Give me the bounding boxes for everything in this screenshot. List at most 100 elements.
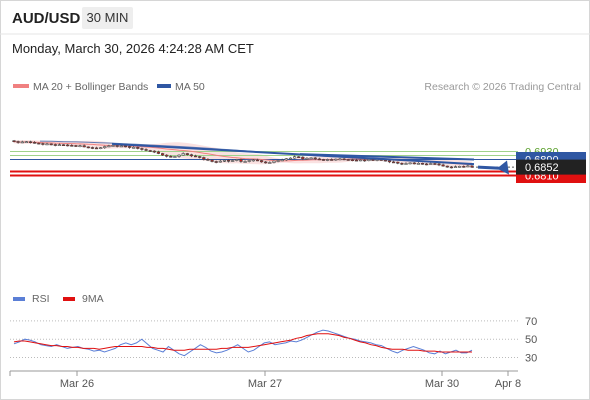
candle-down: [449, 166, 454, 169]
candle-down: [227, 160, 231, 162]
candle-up: [20, 141, 24, 144]
candle-up: [218, 160, 222, 163]
legend-9ma-swatch: [63, 297, 75, 301]
candle-up: [466, 165, 470, 168]
candles: [12, 140, 474, 169]
trendline-lower: [299, 153, 475, 161]
candle-up: [334, 158, 338, 161]
candle-down: [317, 158, 322, 161]
candle-down: [90, 147, 94, 149]
rsi-tick-50: 50: [525, 334, 537, 346]
candle-up: [309, 157, 313, 160]
candle-up: [251, 159, 255, 162]
candle-down: [28, 141, 33, 143]
candle-up: [107, 145, 111, 148]
candle-up: [276, 160, 280, 162]
x-axis-ticks: Mar 26 Mar 27 Mar 30 Apr 8: [9, 371, 521, 390]
rsi-line: [13, 329, 473, 357]
candle-down: [264, 161, 268, 164]
trendline-upper: [111, 142, 475, 166]
candle-up: [268, 162, 272, 164]
candle-up: [408, 162, 412, 165]
candle-down: [144, 149, 148, 151]
rsi-tick-70: 70: [525, 316, 537, 328]
candle-up: [247, 160, 251, 162]
candle-down: [342, 158, 346, 161]
candle-down: [49, 143, 53, 146]
candle-down: [156, 151, 161, 154]
candle-up: [103, 146, 107, 149]
candle-up: [111, 145, 115, 147]
candle-down: [210, 159, 214, 162]
candle-down: [86, 146, 90, 149]
candle-down: [128, 146, 132, 148]
candle-down: [94, 147, 99, 150]
candle-down: [301, 156, 305, 160]
candle-up: [78, 145, 82, 147]
candle-down: [12, 140, 16, 142]
watermark: Research © 2026 Trading Central: [424, 81, 581, 93]
candle-down: [41, 143, 45, 145]
candle-down: [433, 163, 437, 165]
x-tick-label: Mar 30: [425, 378, 459, 390]
candle-down: [313, 157, 317, 160]
candle-up: [181, 153, 185, 156]
candle-down: [387, 160, 392, 163]
candle-down: [140, 148, 144, 150]
candle-down: [391, 161, 396, 164]
candle-up: [416, 163, 421, 165]
x-tick-label: Apr 8: [495, 378, 521, 390]
candle-up: [231, 160, 235, 162]
candle-up: [222, 160, 227, 162]
candle-down: [321, 159, 326, 161]
candle-down: [61, 144, 66, 146]
projection-arrow-head: [497, 160, 509, 175]
candle-down: [53, 144, 57, 146]
candle-down: [400, 163, 404, 165]
main-legend: MA 20 + Bollinger Bands MA 50: [13, 81, 205, 93]
candle-up: [284, 158, 288, 161]
rsi-ma-line: [13, 333, 472, 353]
candle-up: [119, 145, 123, 148]
candle-down: [371, 159, 375, 161]
candle-up: [235, 159, 239, 161]
trend-annotations: [111, 142, 509, 175]
candle-down: [66, 144, 70, 147]
pair-title: AUD/USD: [12, 10, 81, 27]
candle-down: [420, 163, 425, 165]
candle-up: [99, 147, 103, 149]
timeframe-badge[interactable]: 30 MIN: [82, 7, 133, 29]
candle-up: [177, 154, 181, 157]
candle-down: [259, 160, 264, 163]
candle-down: [363, 159, 367, 162]
candle-down: [148, 150, 152, 152]
candle-down: [346, 159, 350, 161]
candle-up: [24, 141, 29, 143]
candle-up: [45, 143, 49, 146]
candle-up: [292, 156, 297, 159]
rsi-panel: 70 50 30: [10, 316, 537, 365]
candle-down: [115, 145, 119, 147]
candle-down: [255, 159, 260, 162]
candle-up: [404, 163, 408, 165]
candle-down: [412, 162, 416, 165]
candle-down: [198, 156, 202, 158]
current-price-tag: [516, 159, 586, 175]
candle-up: [367, 159, 371, 162]
rsi-tick-30: 30: [525, 353, 537, 365]
candle-down: [16, 141, 20, 143]
candle-down: [82, 145, 86, 148]
candle-up: [325, 159, 330, 161]
current-price-label: 0.6852: [525, 162, 559, 174]
candle-down: [445, 165, 449, 168]
candle-down: [239, 159, 243, 162]
x-tick-label: Mar 26: [60, 378, 94, 390]
candle-down: [37, 142, 41, 145]
candle-up: [132, 147, 136, 149]
candle-down: [123, 145, 127, 148]
candle-up: [57, 144, 61, 146]
legend-rsi: RSI: [32, 293, 50, 305]
candle-down: [33, 142, 37, 144]
candle-up: [288, 157, 293, 160]
